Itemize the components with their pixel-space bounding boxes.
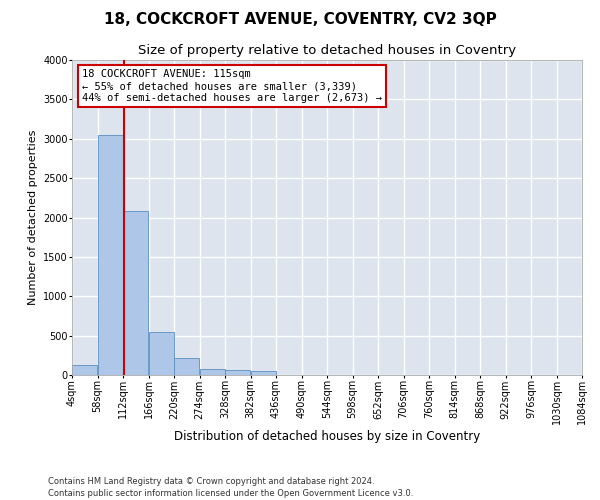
Title: Size of property relative to detached houses in Coventry: Size of property relative to detached ho… — [138, 44, 516, 58]
Bar — [251, 371, 276, 375]
Text: Contains HM Land Registry data © Crown copyright and database right 2024.
Contai: Contains HM Land Registry data © Crown c… — [48, 476, 413, 498]
Bar — [98, 135, 123, 375]
Bar — [123, 211, 148, 375]
Bar — [200, 368, 225, 375]
Text: 18, COCKCROFT AVENUE, COVENTRY, CV2 3QP: 18, COCKCROFT AVENUE, COVENTRY, CV2 3QP — [104, 12, 496, 28]
Bar — [174, 358, 199, 375]
Bar — [225, 370, 250, 375]
Y-axis label: Number of detached properties: Number of detached properties — [28, 130, 38, 305]
X-axis label: Distribution of detached houses by size in Coventry: Distribution of detached houses by size … — [174, 430, 480, 443]
Bar — [72, 365, 97, 375]
Text: 18 COCKCROFT AVENUE: 115sqm
← 55% of detached houses are smaller (3,339)
44% of : 18 COCKCROFT AVENUE: 115sqm ← 55% of det… — [82, 70, 382, 102]
Bar — [149, 332, 174, 375]
